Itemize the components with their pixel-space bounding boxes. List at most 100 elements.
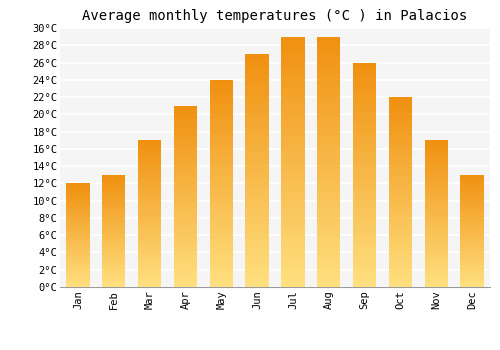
Bar [460,206,483,209]
Bar [389,113,412,116]
Bar [138,167,161,170]
Bar [282,95,304,99]
Bar [460,175,483,177]
Bar [138,214,161,216]
Bar [353,246,376,250]
Bar [317,124,340,128]
Bar [353,163,376,167]
Bar [210,211,233,215]
Bar [246,159,268,163]
Bar [66,211,90,213]
Bar [66,192,90,194]
Bar [174,278,197,281]
Bar [424,177,448,179]
Bar [282,107,304,112]
Bar [102,246,126,248]
Bar [389,239,412,243]
Bar [246,205,268,209]
Bar [317,116,340,120]
Bar [174,281,197,284]
Bar [317,216,340,220]
Bar [210,145,233,149]
Bar [353,160,376,163]
Bar [246,202,268,205]
Bar [460,248,483,250]
Bar [460,178,483,180]
Bar [389,116,412,119]
Bar [317,204,340,208]
Bar [246,279,268,283]
Bar [460,259,483,261]
Bar [424,170,448,172]
Bar [174,209,197,211]
Bar [246,97,268,100]
Bar [174,163,197,166]
Bar [102,229,126,231]
Bar [460,255,483,257]
Bar [460,251,483,253]
Bar [174,178,197,181]
Bar [389,246,412,249]
Bar [282,212,304,216]
Bar [389,160,412,163]
Bar [424,218,448,221]
Bar [317,103,340,107]
Bar [138,267,161,270]
Bar [460,272,483,274]
Bar [460,285,483,287]
Bar [210,232,233,235]
Bar [282,224,304,229]
Bar [424,221,448,223]
Bar [389,189,412,192]
Bar [174,254,197,257]
Bar [389,252,412,256]
Bar [353,283,376,287]
Bar [460,240,483,242]
Bar [317,41,340,45]
Bar [174,272,197,275]
Bar [460,278,483,280]
Bar [210,239,233,242]
Bar [102,280,126,281]
Bar [460,210,483,212]
Bar [138,162,161,165]
Bar [102,265,126,266]
Bar [246,275,268,279]
Bar [210,118,233,121]
Bar [353,280,376,283]
Bar [460,191,483,194]
Bar [460,229,483,231]
Bar [353,234,376,238]
Bar [210,183,233,187]
Bar [460,253,483,255]
Bar [353,107,376,111]
Bar [317,57,340,62]
Bar [102,180,126,182]
Bar [246,252,268,256]
Bar [460,203,483,205]
Bar [389,122,412,126]
Bar [210,208,233,211]
Bar [282,199,304,204]
Bar [66,252,90,254]
Bar [317,107,340,112]
Bar [138,201,161,204]
Bar [424,196,448,199]
Bar [353,231,376,234]
Bar [210,83,233,87]
Bar [174,112,197,115]
Bar [102,205,126,206]
Bar [424,162,448,165]
Bar [282,266,304,270]
Bar [102,250,126,251]
Bar [460,223,483,225]
Bar [389,227,412,230]
Bar [210,142,233,145]
Bar [424,172,448,175]
Bar [460,283,483,285]
Bar [210,135,233,139]
Bar [102,209,126,210]
Bar [138,285,161,287]
Bar [317,266,340,270]
Bar [282,120,304,124]
